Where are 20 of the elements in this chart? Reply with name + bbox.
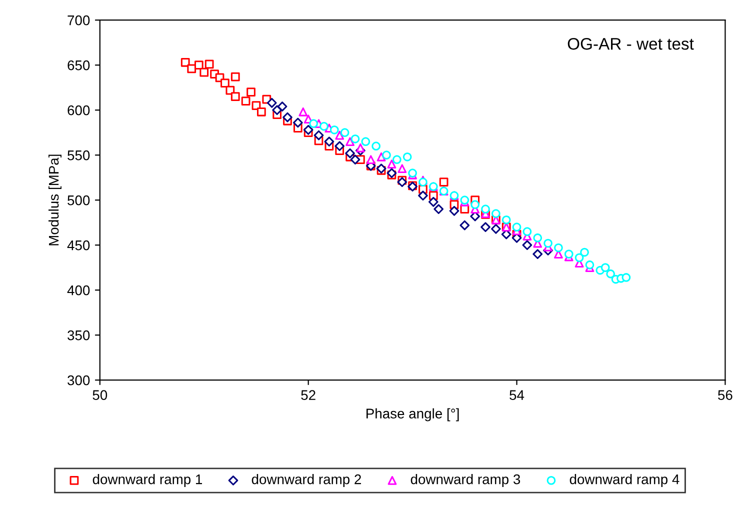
y-axis-title: Modulus [MPa] bbox=[48, 154, 62, 246]
y-tick-label: 350 bbox=[68, 330, 90, 340]
y-tick-label: 500 bbox=[68, 195, 90, 206]
y-tick-label: 400 bbox=[67, 285, 90, 296]
x-tick-label: 56 bbox=[718, 390, 732, 400]
y-tick-label: 450 bbox=[67, 240, 90, 250]
y-tick-label: 600 bbox=[68, 105, 90, 116]
legend-label: downward ramp 3 bbox=[410, 474, 520, 487]
legend-label: downward ramp 1 bbox=[92, 474, 202, 487]
x-tick-label: 50 bbox=[92, 390, 108, 400]
x-tick-label: 54 bbox=[510, 390, 524, 400]
y-tick-label: 300 bbox=[68, 375, 90, 386]
y-tick-label: 650 bbox=[68, 60, 90, 70]
y-tick-label: 550 bbox=[68, 150, 90, 160]
text: OG-AR - wet test bbox=[568, 38, 694, 50]
x-tick-label: 52 bbox=[301, 390, 316, 400]
legend-label: downward ramp 4 bbox=[570, 474, 680, 487]
x-axis-title: Phase angle [°] bbox=[366, 408, 459, 422]
y-tick-label: 700 bbox=[68, 15, 90, 26]
legend-label: downward ramp 2 bbox=[252, 474, 361, 487]
